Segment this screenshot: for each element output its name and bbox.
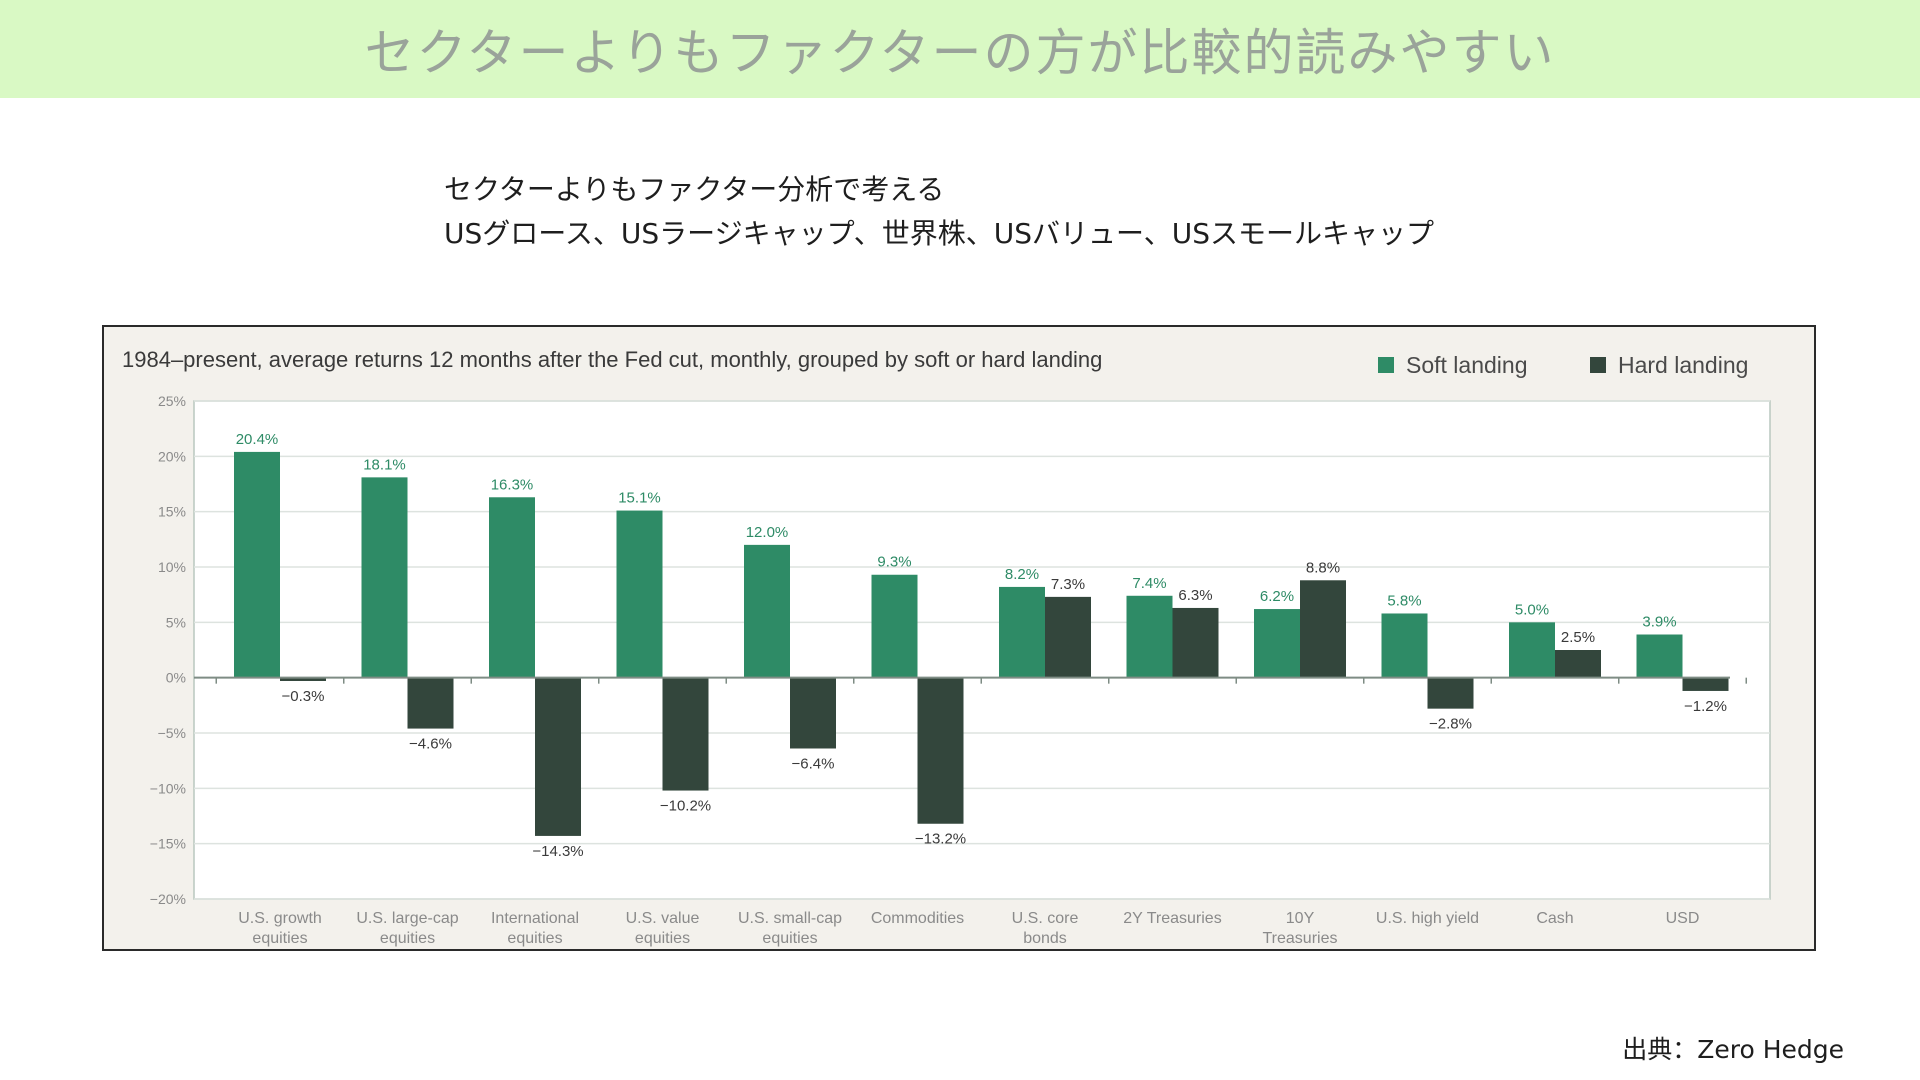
bar-hard-landing (790, 677, 836, 749)
chart-frame: 1984–present, average returns 12 months … (102, 325, 1816, 951)
legend-label-hard: Hard landing (1618, 352, 1748, 378)
bar-soft-landing (999, 586, 1045, 678)
x-category-label: Commodities (871, 910, 964, 927)
x-category-label: International (491, 910, 579, 927)
bar-soft-landing (1254, 609, 1300, 678)
bar-soft-landing (234, 451, 280, 678)
data-label-hard: 8.8% (1306, 559, 1340, 576)
bar-soft-landing (1381, 613, 1428, 678)
data-label-soft: 15.1% (618, 490, 661, 507)
legend-label-soft: Soft landing (1406, 352, 1527, 378)
data-label-hard: −13.2% (915, 831, 966, 848)
plot-area (193, 400, 1771, 900)
subtitle-line-2: USグロース、USラージキャップ、世界株、USバリュー、USスモールキャップ (444, 217, 1434, 250)
bar-soft-landing (744, 544, 790, 678)
data-label-hard: 6.3% (1178, 587, 1212, 604)
y-tick-label: 20% (158, 448, 186, 464)
legend-swatch-soft (1378, 357, 1394, 373)
bar-hard-landing (1300, 580, 1346, 678)
x-category-label: Treasuries (1263, 930, 1338, 947)
x-category-label: bonds (1023, 930, 1067, 947)
data-label-soft: 8.2% (1005, 566, 1039, 583)
y-tick-label: 0% (166, 670, 186, 686)
y-tick-label: 15% (158, 504, 186, 520)
x-category-label: U.S. high yield (1376, 910, 1479, 927)
data-label-soft: 3.9% (1642, 614, 1676, 631)
y-tick-label: 5% (166, 614, 186, 630)
bar-hard-landing (1427, 677, 1474, 709)
x-category-label: U.S. small-cap (738, 910, 842, 927)
slide-title: セクターよりもファクターの方が比較的読みやすい (364, 24, 1556, 82)
data-label-soft: 18.1% (363, 456, 406, 473)
data-label-hard: 7.3% (1051, 576, 1085, 593)
bar-hard-landing (917, 677, 964, 824)
data-label-soft: 5.8% (1387, 592, 1421, 609)
y-tick-label: −20% (150, 891, 186, 907)
bar-soft-landing (361, 477, 408, 678)
data-label-hard: −10.2% (660, 798, 711, 815)
data-label-soft: 20.4% (236, 431, 279, 448)
bar-chart: 1984–present, average returns 12 months … (122, 347, 1771, 947)
y-tick-label: −10% (150, 780, 186, 796)
bar-soft-landing (1126, 595, 1173, 678)
data-label-hard: −2.8% (1429, 716, 1472, 733)
data-label-soft: 12.0% (746, 524, 789, 541)
chart-title: 1984–present, average returns 12 months … (122, 347, 1102, 372)
bar-hard-landing (1682, 677, 1729, 691)
x-category-label: equities (380, 930, 435, 947)
y-tick-label: −5% (158, 725, 186, 741)
y-tick-label: 10% (158, 559, 186, 575)
y-tick-label: −15% (150, 836, 186, 852)
y-tick-label: 25% (158, 393, 186, 409)
x-category-label: 2Y Treasuries (1123, 910, 1221, 927)
x-category-label: 10Y (1286, 910, 1315, 927)
bar-soft-landing (1509, 622, 1555, 678)
data-label-hard: −6.4% (792, 755, 835, 772)
x-category-label: equities (252, 930, 307, 947)
bar-soft-landing (489, 497, 535, 678)
data-label-hard: −0.3% (282, 688, 325, 705)
data-label-soft: 5.0% (1515, 601, 1549, 618)
bar-hard-landing (280, 677, 326, 681)
x-category-label: Cash (1536, 910, 1573, 927)
x-category-label: equities (635, 930, 690, 947)
data-label-hard: −1.2% (1684, 698, 1727, 715)
bar-soft-landing (616, 510, 663, 678)
bar-hard-landing (1045, 596, 1091, 678)
x-category-label: equities (762, 930, 817, 947)
source-note: 出典：Zero Hedge (1622, 1035, 1844, 1064)
x-category-label: U.S. large-cap (356, 910, 458, 927)
data-label-hard: −4.6% (409, 736, 452, 753)
data-label-soft: 6.2% (1260, 588, 1294, 605)
data-label-hard: −14.3% (532, 843, 583, 860)
x-category-label: U.S. value (626, 910, 700, 927)
bar-hard-landing (1555, 650, 1601, 678)
bar-hard-landing (407, 677, 454, 729)
x-category-label: equities (507, 930, 562, 947)
slide-subtitle: セクターよりもファクター分析で考える USグロース、USラージキャップ、世界株、… (444, 168, 1434, 256)
subtitle-line-1: セクターよりもファクター分析で考える (444, 173, 945, 206)
bar-hard-landing (1172, 607, 1219, 678)
legend-swatch-hard (1590, 357, 1606, 373)
x-category-label: USD (1666, 910, 1700, 927)
data-label-soft: 7.4% (1132, 575, 1166, 592)
data-label-soft: 16.3% (491, 476, 534, 493)
bar-soft-landing (871, 574, 918, 678)
x-category-label: U.S. growth (238, 910, 322, 927)
bar-hard-landing (535, 677, 581, 836)
bar-soft-landing (1636, 634, 1683, 678)
bar-hard-landing (662, 677, 709, 791)
data-label-hard: 2.5% (1561, 629, 1595, 646)
title-banner: セクターよりもファクターの方が比較的読みやすい (0, 0, 1920, 98)
x-category-label: U.S. core (1012, 910, 1079, 927)
data-label-soft: 9.3% (877, 554, 911, 571)
